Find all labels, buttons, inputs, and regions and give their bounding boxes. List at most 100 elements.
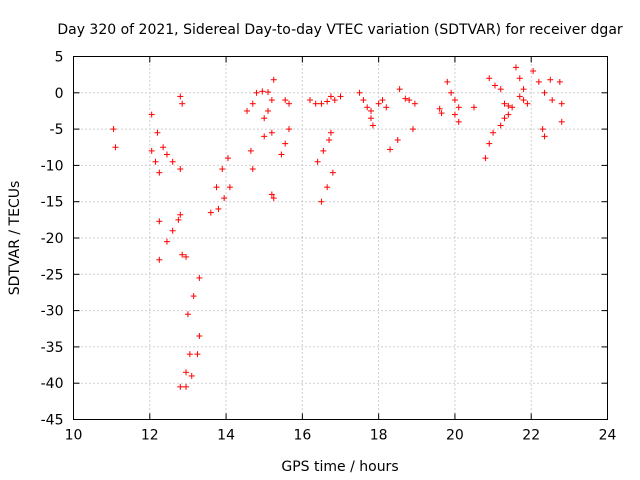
data-point: [320, 147, 327, 154]
data-point: [394, 136, 401, 143]
series-arc-15.5: [278, 126, 293, 158]
series-arc-21.65: [512, 64, 527, 93]
data-point: [411, 100, 418, 107]
data-point: [314, 158, 321, 165]
data-point: [375, 100, 382, 107]
x-axis-label: GPS time / hours: [281, 459, 398, 475]
data-point: [436, 105, 443, 112]
data-point: [110, 126, 117, 133]
series-arc-12.9: [179, 251, 190, 260]
data-point: [261, 133, 268, 140]
series-arc-13.8: [215, 184, 233, 212]
data-point: [247, 147, 254, 154]
data-point: [383, 104, 390, 111]
series-single-12.25: [156, 218, 163, 225]
y-tick-label: -15: [41, 195, 64, 211]
data-point: [539, 126, 546, 133]
y-tick-label: -45: [41, 413, 64, 429]
data-point: [177, 166, 184, 173]
x-tick-label: 10: [65, 428, 83, 444]
data-point: [179, 251, 186, 258]
series-single-18.3: [387, 146, 394, 153]
series-arc-19.85: [444, 78, 462, 111]
data-point: [177, 93, 184, 100]
x-tick-label: 16: [293, 428, 311, 444]
data-point: [549, 97, 556, 104]
data-point: [183, 383, 190, 390]
data-point: [337, 93, 344, 100]
series-pair-14.7: [247, 147, 256, 173]
data-point: [396, 86, 403, 93]
data-point: [188, 372, 195, 379]
data-point: [331, 97, 338, 104]
data-point: [505, 102, 512, 109]
data-point: [455, 118, 462, 125]
data-point: [471, 104, 477, 111]
series-arc-22.3: [539, 126, 548, 140]
data-point: [270, 195, 277, 202]
data-point: [244, 107, 251, 114]
data-point: [163, 238, 170, 245]
data-point: [524, 100, 531, 107]
series-arc-16.4: [314, 129, 334, 165]
data-point: [183, 253, 190, 260]
data-point: [261, 115, 268, 122]
series-arc-20.0: [451, 111, 462, 125]
series-arc-13.6: [207, 155, 231, 216]
data-point: [190, 293, 197, 300]
data-point: [409, 126, 416, 133]
data-point: [368, 115, 375, 122]
data-point: [387, 146, 394, 153]
data-point: [112, 144, 119, 151]
data-point: [490, 129, 497, 136]
series-single-18.9: [409, 126, 416, 133]
data-point: [509, 104, 516, 111]
data-point: [369, 122, 376, 129]
y-tick-label: -10: [41, 158, 64, 174]
data-point: [253, 89, 260, 96]
data-point: [148, 147, 155, 154]
grid-lines: [73, 56, 608, 420]
series-arc-21.75: [516, 93, 531, 107]
series-arc-16.2: [306, 97, 331, 107]
series-arc-12.1b: [148, 147, 163, 176]
series-arc-12.2: [156, 211, 184, 263]
data-point: [194, 351, 201, 358]
series-arc-15.2: [268, 191, 277, 202]
data-point: [175, 216, 182, 223]
series-arc-14.8: [253, 88, 272, 96]
series-arc-12.8-deep: [177, 351, 193, 390]
series-arc-18.8: [406, 97, 418, 107]
series-arc-17.5: [356, 89, 375, 114]
series-arc-22.5: [547, 76, 556, 104]
data-point: [324, 98, 331, 105]
y-tick-label: 0: [55, 86, 64, 102]
x-tick-label: 12: [141, 428, 159, 444]
plot-frame: [73, 56, 608, 420]
data-point: [448, 89, 455, 96]
data-point: [183, 369, 190, 376]
data-point: [451, 97, 458, 104]
series-single-17.0: [337, 93, 344, 100]
data-point: [184, 311, 191, 318]
data-point: [451, 111, 458, 118]
y-tick-label: -25: [41, 267, 64, 283]
series-arc-15.6: [282, 97, 293, 107]
data-point: [282, 97, 289, 104]
data-point: [455, 104, 462, 111]
series-arc-21.4: [501, 100, 516, 111]
data-point: [356, 89, 363, 96]
x-tick-label: 22: [522, 428, 540, 444]
series-arc-15.0: [261, 97, 275, 122]
data-point: [177, 383, 184, 390]
data-point: [444, 78, 451, 85]
series-arc-21.3: [497, 111, 512, 129]
data-point: [148, 111, 155, 118]
data-point: [278, 151, 285, 158]
series-arc-12.1a: [148, 111, 184, 173]
series-arc-15.0b: [261, 129, 275, 140]
data-point: [497, 122, 504, 129]
data-point: [207, 209, 214, 216]
series-arc-13.0: [184, 274, 203, 318]
data-point: [486, 75, 493, 82]
